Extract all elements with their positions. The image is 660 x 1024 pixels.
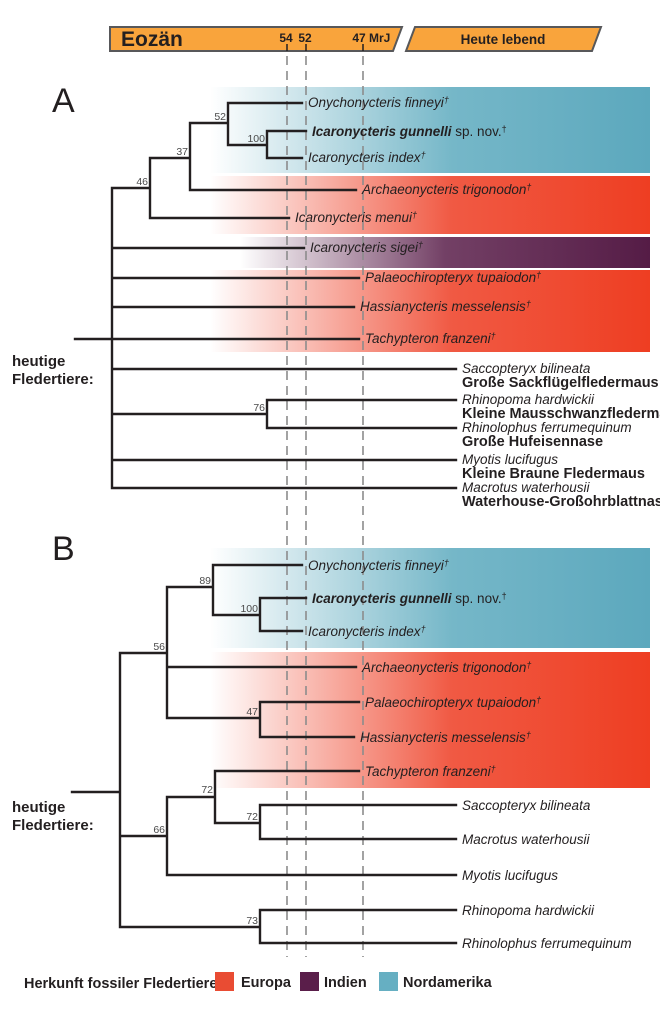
tick-label-54: 54: [279, 31, 293, 45]
support-a-37: 37: [176, 146, 188, 158]
support-b-73: 73: [246, 915, 258, 927]
tip-b-gunnelli: Icaronycteris gunnelli sp. nov.†: [312, 591, 507, 606]
support-b-89: 89: [199, 575, 211, 587]
tip-a-macrotus: Macrotus waterhousii: [462, 480, 591, 495]
tip-b-saccopteryx: Saccopteryx bilineata: [462, 798, 591, 813]
time-gridlines: [286, 56, 364, 957]
support-b-56: 56: [153, 641, 165, 653]
legend-title: Herkunft fossiler Fledertiere:: [24, 976, 222, 992]
legend-label-nordamerika: Nordamerika: [403, 975, 493, 991]
tip-a-rhinopoma: Rhinopoma hardwickii: [462, 392, 595, 407]
tip-b-archaeonycteris: Archaeonycteris trigonodon†: [361, 660, 531, 675]
legend-label-europa: Europa: [241, 975, 292, 991]
tip-a-palaeochiropteryx: Palaeochiropteryx tupaiodon†: [365, 270, 541, 285]
time-unit-label: MrJ: [369, 31, 390, 45]
tip-a-tachypteron: Tachypteron franzeni†: [365, 331, 496, 346]
legend: Herkunft fossiler Fledertiere: Europa In…: [24, 972, 493, 992]
modern-caption-a-line1: heutige: [12, 353, 65, 370]
modern-caption-b-line1: heutige: [12, 799, 65, 816]
band-b-europe: [210, 652, 650, 788]
tip-a-hassianycteris: Hassianycteris messelensis†: [360, 299, 531, 314]
tip-b-rhinopoma: Rhinopoma hardwickii: [462, 903, 595, 918]
support-a-100: 100: [247, 133, 265, 145]
tip-a-myotis-common: Kleine Braune Fledermaus: [462, 466, 645, 482]
tip-b-rhinolophus: Rhinolophus ferrumequinum: [462, 936, 632, 951]
support-a-52: 52: [214, 111, 226, 123]
support-b-72a: 72: [201, 784, 213, 796]
tip-a-onychonycteris: Onychonycteris finneyi†: [308, 95, 449, 110]
tip-b-palaeochiropteryx: Palaeochiropteryx tupaiodon†: [365, 695, 541, 710]
tip-a-saccopteryx-common: Große Sackflügelfledermaus: [462, 375, 659, 391]
panel-a-label: A: [52, 82, 75, 120]
tip-a-rhinopoma-common: Kleine Mausschwanzfledermaus: [462, 406, 660, 422]
tree-b-branches: [70, 563, 458, 945]
legend-swatch-indien: [300, 972, 319, 991]
support-b-66: 66: [153, 824, 165, 836]
tip-b-hassianycteris: Hassianycteris messelensis†: [360, 730, 531, 745]
tree-b: 89 100 56 47 72 72 66 73 Onychonycteris …: [70, 558, 632, 951]
tip-a-menui: Icaronycteris menui†: [295, 210, 417, 225]
tip-a-sigei: Icaronycteris sigei†: [310, 240, 423, 255]
tip-b-onychonycteris: Onychonycteris finneyi†: [308, 558, 449, 573]
tip-a-archaeonycteris: Archaeonycteris trigonodon†: [361, 182, 531, 197]
band-a-europe-upper: [210, 176, 650, 234]
support-a-46: 46: [136, 176, 148, 188]
tip-b-index: Icaronycteris index†: [308, 624, 426, 639]
support-b-72b: 72: [246, 811, 258, 823]
legend-label-indien: Indien: [324, 975, 367, 991]
band-a-india: [240, 237, 650, 268]
tip-a-rhinolophus: Rhinolophus ferrumequinum: [462, 420, 632, 435]
tip-a-saccopteryx: Saccopteryx bilineata: [462, 361, 591, 376]
tip-b-tachypteron: Tachypteron franzeni†: [365, 764, 496, 779]
tree-a-branches: [73, 101, 458, 490]
legend-swatch-europa: [215, 972, 234, 991]
panel-b-label: B: [52, 530, 75, 568]
tick-label-52: 52: [298, 31, 312, 45]
tree-a: 52 100 37 46 76 Onychonycteris finneyi† …: [73, 95, 660, 510]
era-label: Eozän: [121, 28, 183, 51]
tip-b-myotis: Myotis lucifugus: [462, 868, 558, 883]
support-b-100: 100: [240, 603, 258, 615]
tip-a-index: Icaronycteris index†: [308, 150, 426, 165]
tip-a-macrotus-common: Waterhouse-Großohrblattnase: [462, 494, 660, 510]
tick-label-47: 47: [352, 31, 366, 45]
modern-caption-a-line2: Fledertiere:: [12, 371, 94, 388]
present-bar: [404, 26, 603, 52]
support-b-47: 47: [246, 706, 258, 718]
present-label: Heute lebend: [461, 32, 546, 47]
tip-a-gunnelli: Icaronycteris gunnelli sp. nov.†: [312, 124, 507, 139]
legend-swatch-nordamerika: [379, 972, 398, 991]
tip-b-macrotus: Macrotus waterhousii: [462, 832, 591, 847]
tip-a-rhinolophus-common: Große Hufeisennase: [462, 434, 603, 450]
timeline-bar: Eozän 54 52 47 MrJ Heute lebend: [109, 26, 603, 52]
tip-a-myotis: Myotis lucifugus: [462, 452, 558, 467]
eocene-bar: [109, 26, 404, 52]
modern-caption-b-line2: Fledertiere:: [12, 817, 94, 834]
support-a-76: 76: [253, 402, 265, 414]
